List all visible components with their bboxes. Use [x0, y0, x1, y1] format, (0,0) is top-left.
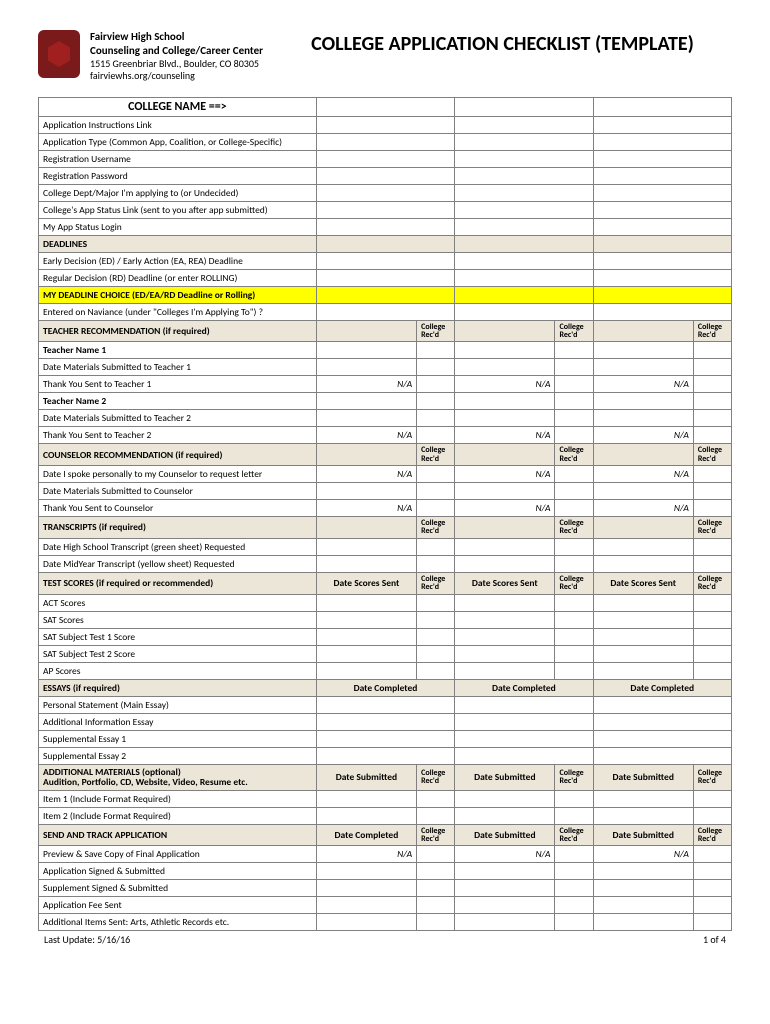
- row-signed: Application Signed & Submitted: [39, 863, 732, 880]
- row-supp1: Supplemental Essay 1: [39, 730, 732, 747]
- row-teacher2: Teacher Name 2: [39, 393, 732, 410]
- row-midyear: Date MidYear Transcript (yellow sheet) R…: [39, 555, 732, 572]
- row-sat-sub1: SAT Subject Test 1 Score: [39, 628, 732, 645]
- page-footer: Last Update: 5/16/16 1 of 4: [38, 931, 732, 946]
- row-preview: Preview & Save Copy of Final Application…: [39, 846, 732, 863]
- row-supp-signed: Supplement Signed & Submitted: [39, 880, 732, 897]
- row-personal-stmt: Personal Statement (Main Essay): [39, 696, 732, 713]
- section-deadlines: DEADLINES: [39, 235, 732, 252]
- row-reg-user: Registration Username: [39, 150, 732, 167]
- row-sat: SAT Scores: [39, 611, 732, 628]
- row-reg-pass: Registration Password: [39, 167, 732, 184]
- school-name: Fairview High School: [90, 30, 263, 44]
- school-url: fairviewhs.org/counseling: [90, 70, 263, 83]
- document-title: COLLEGE APPLICATION CHECKLIST (TEMPLATE): [263, 30, 732, 56]
- row-hs-transcript: Date High School Transcript (green sheet…: [39, 538, 732, 555]
- row-app-instr: Application Instructions Link: [39, 116, 732, 133]
- row-date-spoke: Date I spoke personally to my Counselor …: [39, 466, 732, 483]
- row-sat-sub2: SAT Subject Test 2 Score: [39, 645, 732, 662]
- row-date-mat-c: Date Materials Submitted to Counselor: [39, 483, 732, 500]
- row-college-name: COLLEGE NAME ==>: [39, 97, 732, 116]
- label-college-name: COLLEGE NAME ==>: [39, 97, 317, 116]
- row-my-deadline: MY DEADLINE CHOICE (ED/EA/RD Deadline or…: [39, 286, 732, 303]
- row-item2: Item 2 (Include Format Required): [39, 807, 732, 824]
- row-major: College Dept/Major I'm applying to (or U…: [39, 184, 732, 201]
- row-status-link: College's App Status Link (sent to you a…: [39, 201, 732, 218]
- section-send-track: SEND AND TRACK APPLICATION Date Complete…: [39, 824, 732, 846]
- section-essays: ESSAYS (if required) Date Completed Date…: [39, 679, 732, 696]
- addl-mat-line2: Audition, Portfolio, CD, Website, Video,…: [43, 776, 248, 788]
- school-info-block: Fairview High School Counseling and Coll…: [90, 30, 263, 83]
- footer-page-number: 1 of 4: [703, 933, 726, 946]
- row-rd: Regular Decision (RD) Deadline (or enter…: [39, 269, 732, 286]
- section-addl-materials: ADDITIONAL MATERIALS (optional) Audition…: [39, 764, 732, 790]
- row-ap: AP Scores: [39, 662, 732, 679]
- row-date-mat-t1: Date Materials Submitted to Teacher 1: [39, 359, 732, 376]
- row-thanks-t2: Thank You Sent to Teacher 2N/AN/AN/A: [39, 427, 732, 444]
- footer-last-update: Last Update: 5/16/16: [44, 933, 130, 946]
- section-teacher-rec: TEACHER RECOMMENDATION (if required) Col…: [39, 320, 732, 342]
- row-fee: Application Fee Sent: [39, 897, 732, 914]
- row-thanks-c: Thank You Sent to CounselorN/AN/AN/A: [39, 500, 732, 517]
- row-ed-ea: Early Decision (ED) / Early Action (EA, …: [39, 252, 732, 269]
- row-supp2: Supplemental Essay 2: [39, 747, 732, 764]
- row-app-type: Application Type (Common App, Coalition,…: [39, 133, 732, 150]
- row-teacher1: Teacher Name 1: [39, 342, 732, 359]
- row-naviance: Entered on Naviance (under "Colleges I'm…: [39, 303, 732, 320]
- row-status-login: My App Status Login: [39, 218, 732, 235]
- row-thanks-t1: Thank You Sent to Teacher 1N/AN/AN/A: [39, 376, 732, 393]
- checklist-table: COLLEGE NAME ==> Application Instruction…: [38, 97, 732, 932]
- section-counselor-rec: COUNSELOR RECOMMENDATION (if required) C…: [39, 444, 732, 466]
- section-transcripts: TRANSCRIPTS (if required) College Rec'd …: [39, 517, 732, 539]
- row-addl-info: Additional Information Essay: [39, 713, 732, 730]
- document-header: Fairview High School Counseling and Coll…: [38, 30, 732, 83]
- row-date-mat-t2: Date Materials Submitted to Teacher 2: [39, 410, 732, 427]
- row-item1: Item 1 (Include Format Required): [39, 790, 732, 807]
- row-act: ACT Scores: [39, 594, 732, 611]
- school-logo-icon: [38, 30, 80, 78]
- row-addl-items: Additional Items Sent: Arts, Athletic Re…: [39, 914, 732, 931]
- school-dept: Counseling and College/Career Center: [90, 44, 263, 58]
- section-test-scores: TEST SCORES (if required or recommended)…: [39, 572, 732, 594]
